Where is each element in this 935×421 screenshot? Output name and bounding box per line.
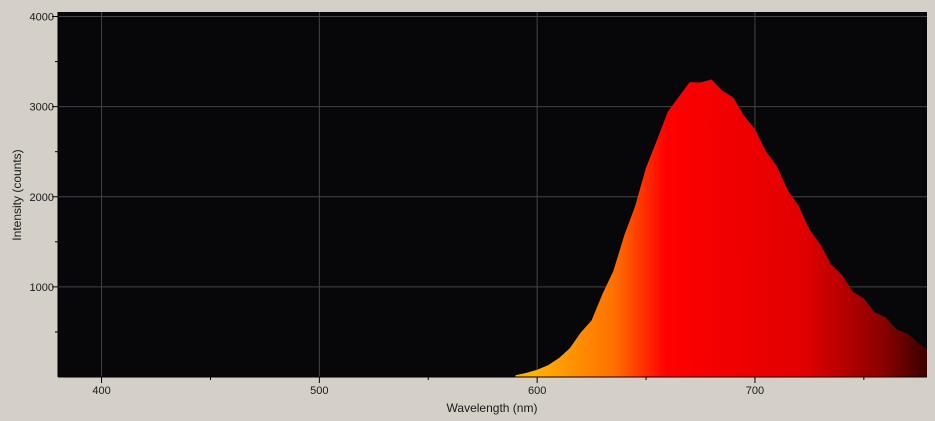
x-axis-label: Wavelength (nm): [447, 401, 538, 415]
axis-ticks: 400 500 600 700 1000 2000 3000 4000: [30, 12, 865, 397]
spectrum-area: [515, 79, 927, 377]
y-tick-label: 2000: [30, 192, 54, 204]
x-tick-label: 400: [92, 385, 110, 397]
x-tick-label: 600: [528, 385, 546, 397]
x-tick-label: 500: [310, 385, 328, 397]
spectrum-area-group: [515, 79, 927, 377]
y-tick-label: 1000: [30, 282, 54, 294]
y-tick-label: 3000: [30, 102, 54, 114]
y-axis-label: Intensity (counts): [10, 149, 24, 240]
x-tick-label: 700: [746, 385, 764, 397]
y-tick-label: 4000: [30, 12, 54, 24]
